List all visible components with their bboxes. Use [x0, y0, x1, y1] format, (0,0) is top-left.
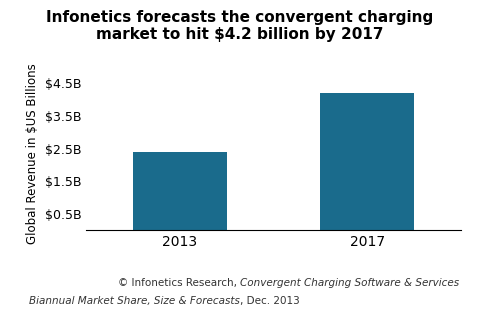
Bar: [321, 93, 414, 230]
Text: Biannual Market Share, Size & Forecasts: Biannual Market Share, Size & Forecasts: [29, 296, 240, 307]
Text: © Infonetics Research,: © Infonetics Research,: [118, 278, 240, 288]
Y-axis label: Global Revenue in $US Billions: Global Revenue in $US Billions: [26, 63, 39, 244]
Text: Infonetics forecasts the convergent charging
market to hit $4.2 billion by 2017: Infonetics forecasts the convergent char…: [47, 10, 433, 42]
Bar: [133, 152, 227, 230]
Text: , Dec. 2013: , Dec. 2013: [240, 296, 300, 307]
Text: Convergent Charging Software & Services: Convergent Charging Software & Services: [240, 278, 459, 288]
